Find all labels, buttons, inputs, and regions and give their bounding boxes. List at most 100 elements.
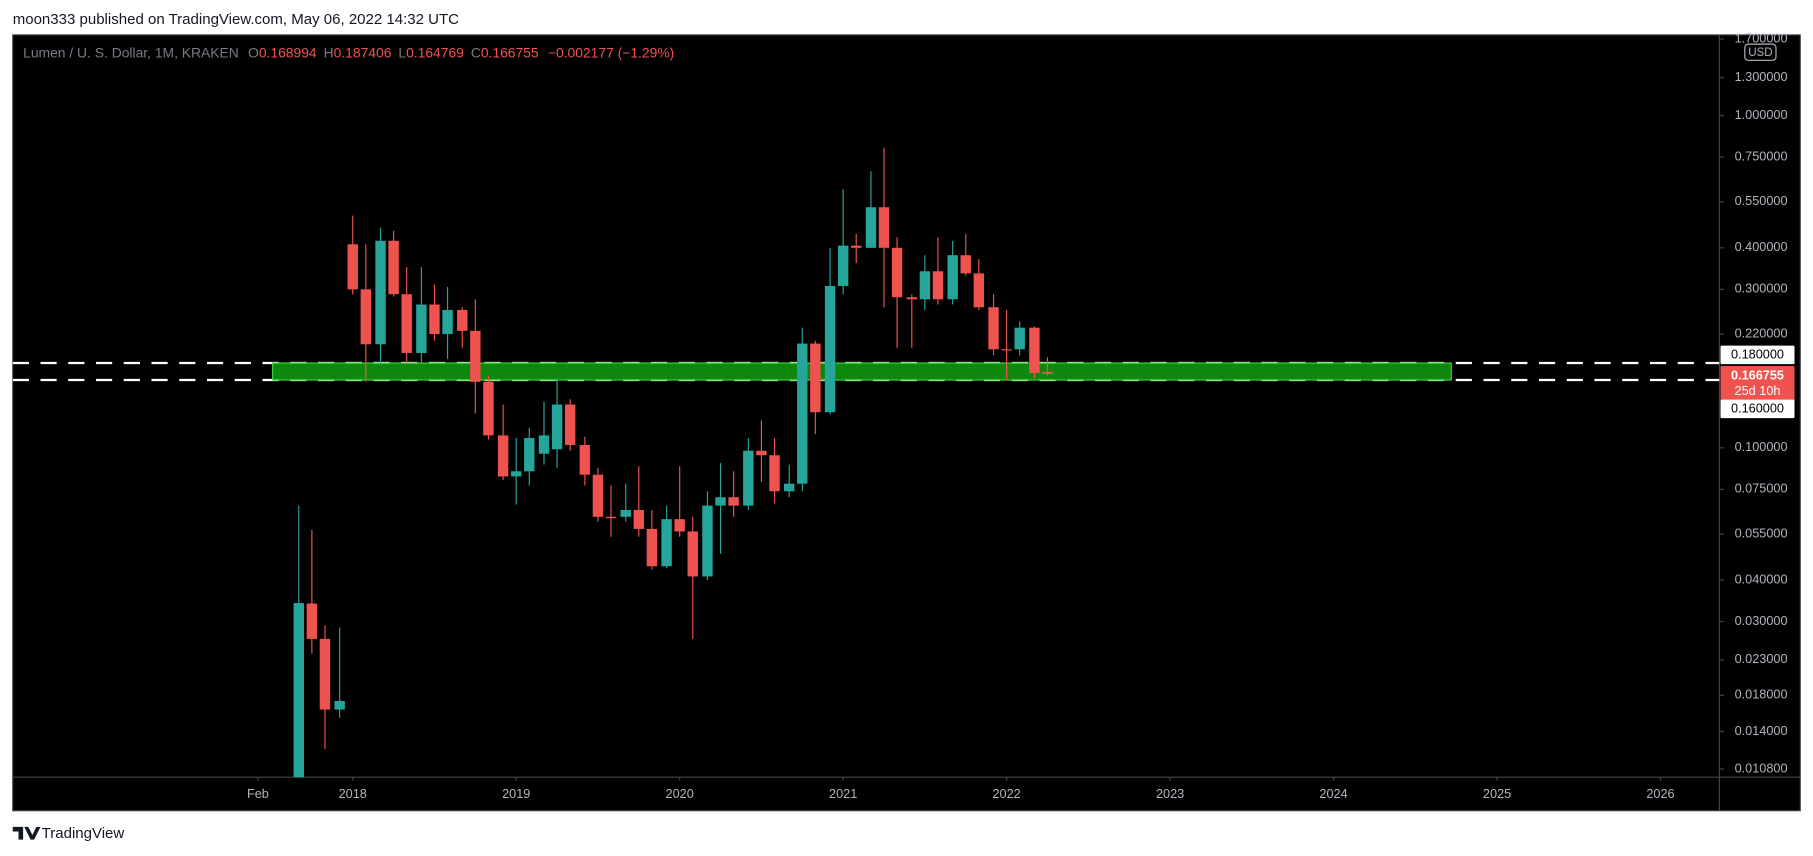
candle-body [687,531,698,577]
candle-body [620,509,631,517]
candle-body [851,245,862,248]
candle-body [442,309,453,335]
candle-body [1014,327,1025,350]
support-zone [272,362,1452,381]
currency-label: USD [1748,47,1772,59]
x-tick-label: 2025 [1483,786,1511,801]
ohlc-letter: O [248,44,259,60]
candle-body [605,516,617,519]
level-price-label: 0.180000 [1731,346,1784,361]
candle-body [919,271,931,300]
candle-body [470,330,481,382]
candle-body [906,297,918,300]
candle-body [524,438,535,472]
candle-body [633,509,645,529]
candle-body [416,304,427,353]
y-tick-label: 0.014000 [1735,723,1788,738]
candle-body [743,450,754,506]
candle-body [551,404,563,450]
ohlc-value: 0.187406 [334,44,392,60]
y-tick-label: 1.700000 [1735,30,1788,45]
x-tick-label: 2020 [666,786,694,801]
candle-body [702,505,713,577]
candle-body [401,294,412,353]
attribution: moon333 published on TradingView.com, Ma… [13,11,459,28]
candle-body [810,343,821,413]
candle-body [756,450,767,456]
branding: TradingView [12,825,125,842]
candle-body [837,245,849,286]
candle-body [347,244,358,290]
last-price-label: 0.166755 [1731,368,1784,383]
candle-body [579,444,591,475]
y-tick-label: 0.100000 [1735,439,1788,454]
candle-body [497,435,509,477]
candle-body [319,638,331,710]
ohlc-value: 0.166755 [481,44,539,60]
level-price-label: 0.160000 [1731,400,1784,415]
y-tick-label: 0.220000 [1735,325,1788,340]
brand-name: TradingView [42,825,125,842]
ohlc-letter: C [471,44,481,60]
candle-body [334,700,345,710]
symbol-name: Lumen / U. S. Dollar, 1M, KRAKEN [23,44,239,60]
ohlc-value: 0.164769 [406,44,464,60]
y-tick-label: 1.000000 [1735,107,1788,122]
candle-body [646,528,658,567]
candle-body [783,483,795,492]
candle-body [661,519,672,567]
candle-body [769,455,780,492]
candle-body [592,474,604,517]
candle-body [932,271,944,300]
candle-body [715,497,726,506]
candle-body [360,289,372,345]
candle-body [483,381,494,436]
x-tick-label: 2021 [829,786,857,801]
candle-body [728,497,739,506]
y-tick-label: 1.300000 [1735,69,1788,84]
candle-body [891,247,903,298]
plot-area [12,147,1720,778]
x-tick-label: 2022 [992,786,1020,801]
candle-body [1042,372,1053,375]
currency-badge [1744,43,1777,61]
symbol-legend: Lumen / U. S. Dollar, 1M, KRAKEN O0.16899… [23,44,674,60]
candle-body [1001,349,1012,351]
y-tick-label: 0.055000 [1735,525,1788,540]
candle-body [865,207,877,248]
y-tick-label: 0.750000 [1735,148,1788,163]
y-tick-label: 0.075000 [1735,481,1788,496]
y-tick-label: 0.300000 [1735,281,1788,296]
y-tick-label: 0.023000 [1735,651,1788,666]
y-tick-label: 0.040000 [1735,571,1788,586]
candle-body [824,285,836,413]
candle-body [1029,327,1040,373]
x-tick-label: 2023 [1156,786,1184,801]
y-tick-label: 0.400000 [1735,239,1788,254]
ohlc-letter: H [324,44,334,60]
candle-body [988,307,999,350]
x-tick-label: 2018 [339,786,367,801]
level-price-box [1720,345,1795,365]
candle-body [293,603,304,778]
candle-body [947,255,958,300]
price-change: −0.002177 (−1.29%) [548,44,674,60]
last-price-box [1720,365,1795,401]
bar-countdown: 25d 10h [1735,383,1781,398]
y-tick-label: 0.018000 [1735,687,1788,702]
ohlc-value: 0.168994 [259,44,317,60]
candle-body [388,240,399,295]
candle-body [375,240,386,345]
x-tick-label: 2026 [1646,786,1674,801]
candle-body [878,207,890,248]
candle-body [973,273,985,308]
level-price-box [1720,399,1795,419]
candle-body [306,603,318,639]
candle-body [538,435,550,454]
candle-body [674,519,685,532]
candle-body [429,304,440,335]
y-tick-label: 0.030000 [1735,613,1788,628]
x-tick-label: Feb [247,786,269,801]
